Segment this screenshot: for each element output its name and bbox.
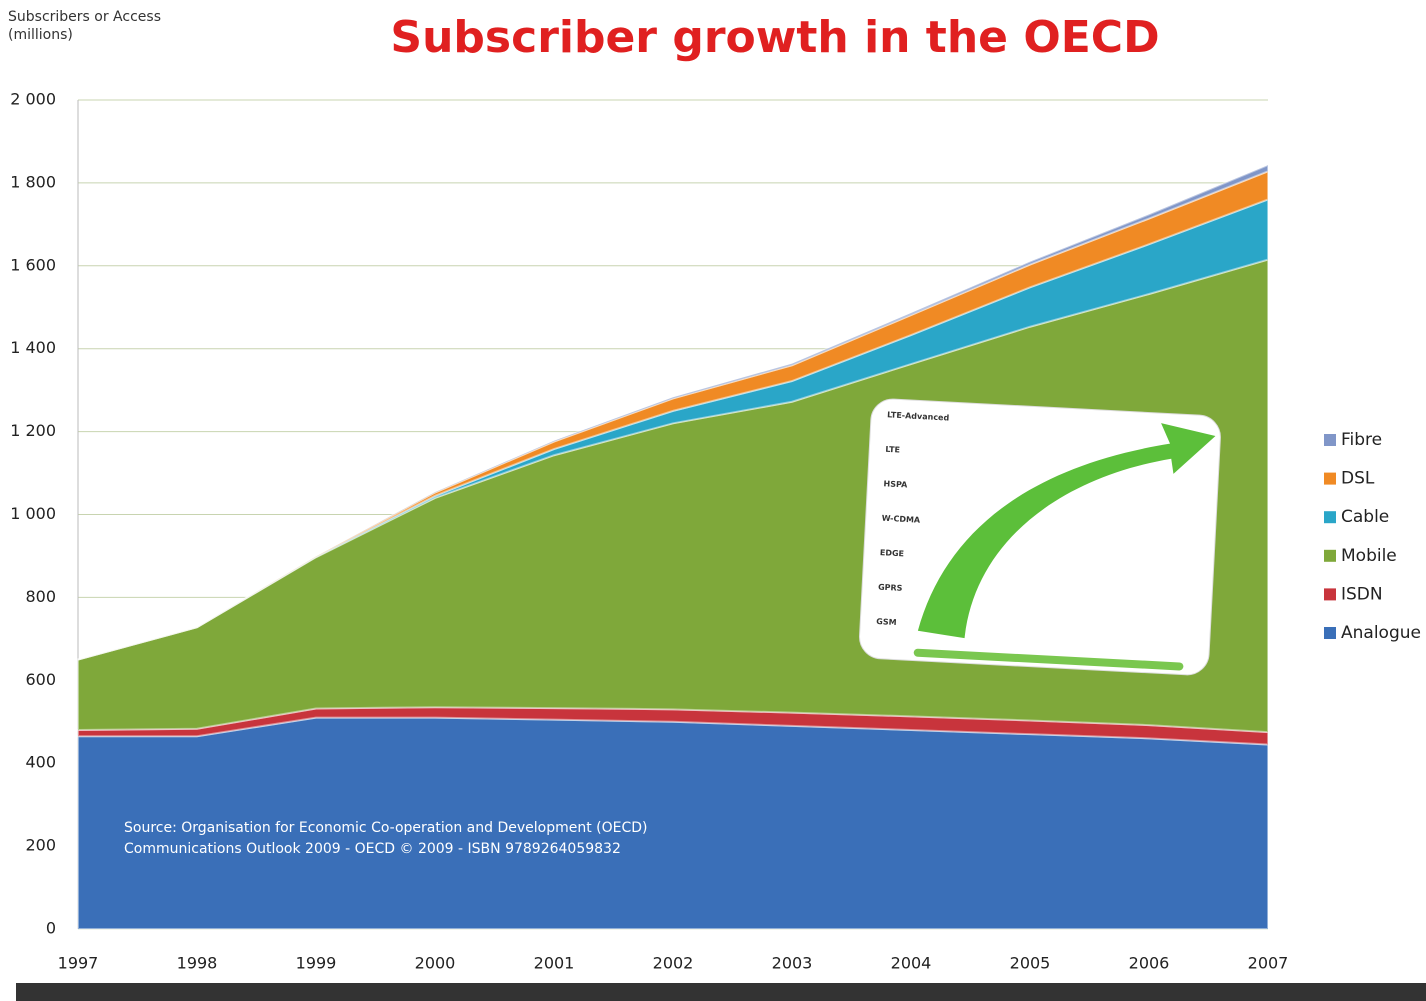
legend-swatch [1324, 472, 1336, 485]
x-tick-label: 2003 [772, 954, 813, 973]
y-tick-label: 400 [25, 753, 56, 772]
inset-label: GSM [876, 617, 897, 627]
inset-pill-bar [913, 648, 1184, 671]
legend-swatch [1324, 511, 1336, 524]
y-tick-label: 1 800 [10, 172, 56, 191]
y-tick-label: 200 [25, 836, 56, 855]
legend-swatch [1324, 434, 1336, 446]
y-tick-label: 800 [25, 587, 56, 606]
x-tick-label: 2000 [415, 954, 456, 973]
inset-label: W-CDMA [881, 514, 921, 525]
x-tick-label: 2004 [891, 954, 932, 973]
x-tick-label: 1998 [177, 954, 218, 973]
source-note: Communications Outlook 2009 - OECD © 200… [124, 841, 621, 857]
x-tick-label: 1997 [58, 954, 99, 973]
x-tick-label: 2006 [1129, 954, 1170, 973]
x-tick-label: 2002 [653, 954, 694, 973]
y-tick-label: 1 000 [10, 504, 56, 523]
area [77, 198, 1269, 661]
y-tick-label: 0 [46, 919, 56, 938]
y-label-box: Subscribers or Access (millions) [8, 9, 161, 43]
x-tick-label: 2005 [1010, 954, 1051, 973]
y-tick-label: 1 400 [10, 338, 56, 357]
y-tick-label: 2 000 [10, 90, 56, 109]
inset-label: GPRS [878, 583, 903, 593]
chart-title: Subscriber growth in the OECD [390, 12, 1159, 63]
x-tick-label: 2007 [1248, 954, 1289, 973]
y-axis-label: Subscribers or Access (millions) [8, 9, 161, 43]
inset-label: EDGE [880, 548, 905, 558]
inset-bg [859, 398, 1221, 676]
source-note: Source: Organisation for Economic Co-ope… [124, 820, 647, 836]
plot: 0 200 400 600 800 1 000 1 200 1 400 1 600 1 800 2 … [10, 90, 1421, 973]
legend-swatch [1324, 627, 1336, 639]
legend-label: ISDN [1341, 584, 1383, 604]
inset-card: LTE-Advanced LTE HSPA W-CDMA EDGE GPRS GSM [859, 398, 1221, 676]
inset-arrow [917, 423, 1216, 639]
legend-label: Mobile [1341, 546, 1397, 566]
legend-label: DSL [1341, 469, 1375, 489]
legend-label: Fibre [1341, 430, 1382, 450]
legend-swatch [1324, 549, 1336, 562]
y-tick-label: 1 200 [10, 421, 56, 440]
area [77, 163, 1269, 661]
y-tick-label: 1 600 [10, 255, 56, 274]
footer-bar [16, 983, 1426, 1001]
legend-label: Cable [1341, 507, 1389, 527]
legend-label: Analogue [1341, 623, 1421, 643]
inset-label: HSPA [883, 479, 908, 489]
legend-swatch [1324, 588, 1336, 601]
inset-label: LTE-Advanced [887, 410, 950, 422]
y-tick-label: 600 [25, 670, 56, 689]
inset-label: LTE [885, 445, 900, 455]
x-tick-label: 1999 [296, 954, 337, 973]
x-tick-label: 2001 [534, 954, 575, 973]
